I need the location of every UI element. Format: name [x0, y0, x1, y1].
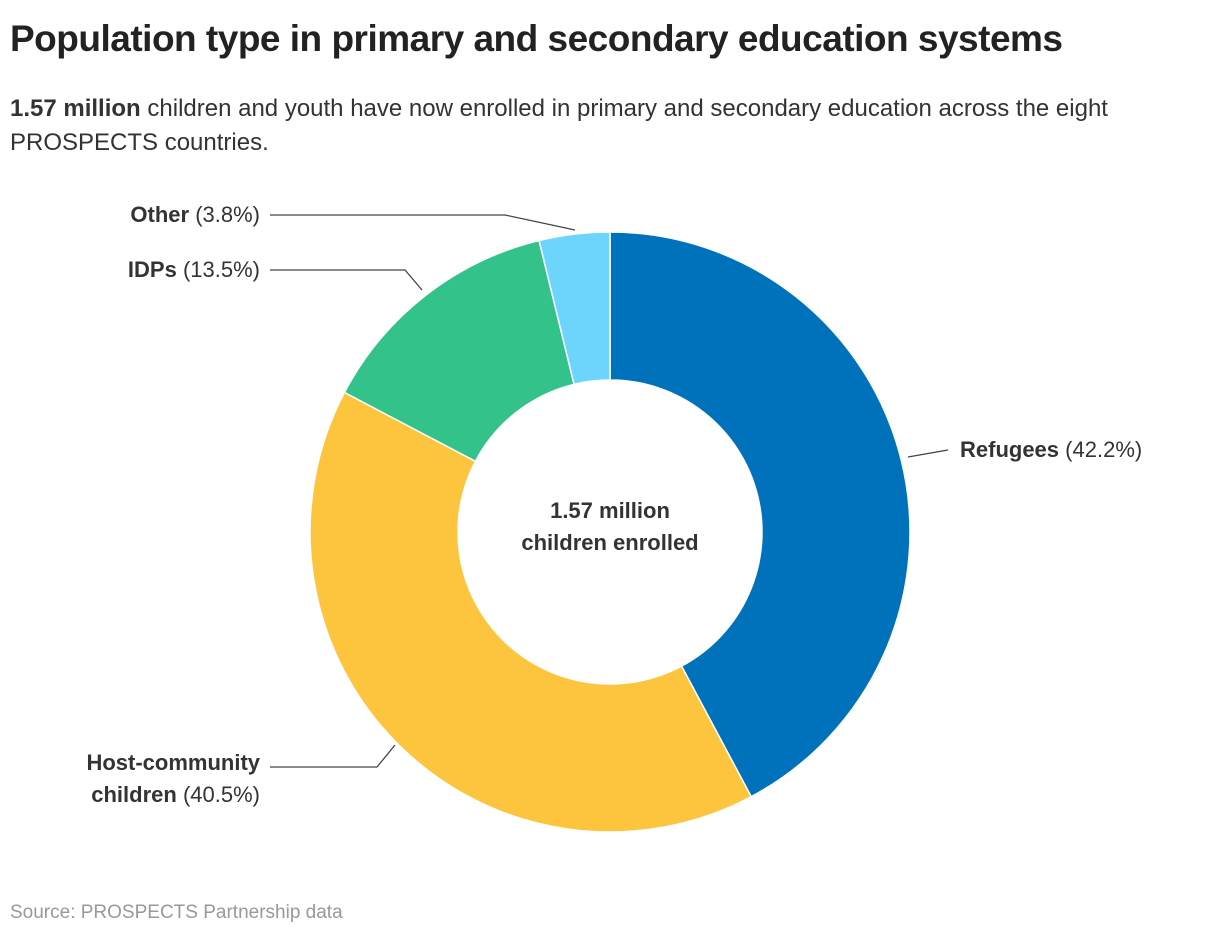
chart-title: Population type in primary and secondary… [10, 18, 1063, 59]
slice-label: Host-community children (40.5%) [60, 747, 260, 811]
slice-label: Other (3.8%) [20, 199, 260, 231]
donut-slice [343, 239, 575, 463]
subtitle: 1.57 million children and youth have now… [10, 92, 1210, 160]
center-label: 1.57 million children enrolled [521, 498, 699, 555]
source: Source: PROSPECTS Partnership data [10, 902, 343, 923]
value-label: (13.5%) [182, 257, 260, 282]
category-label: IDPs [127, 257, 177, 282]
leader-line [270, 269, 423, 291]
category-label: Host-community children [86, 750, 260, 807]
slice-label: IDPs (13.5%) [20, 254, 260, 286]
category-label: Other [130, 202, 190, 227]
subtitle-highlight: 1.57 million [10, 95, 141, 122]
value-label: (40.5%) [182, 782, 260, 807]
slice-label: Refugees (42.2%) [960, 434, 1200, 466]
leader-line [270, 744, 396, 768]
donut-slice [309, 391, 753, 833]
leader-line [270, 214, 576, 231]
subtitle-text: children and youth have now enrolled in … [10, 95, 1108, 156]
value-label: (42.2%) [1065, 437, 1143, 462]
donut-slice [609, 231, 911, 798]
donut-slice [538, 231, 611, 386]
value-label: (3.8%) [195, 202, 260, 227]
category-label: Refugees [960, 437, 1060, 462]
leader-line [907, 449, 949, 458]
